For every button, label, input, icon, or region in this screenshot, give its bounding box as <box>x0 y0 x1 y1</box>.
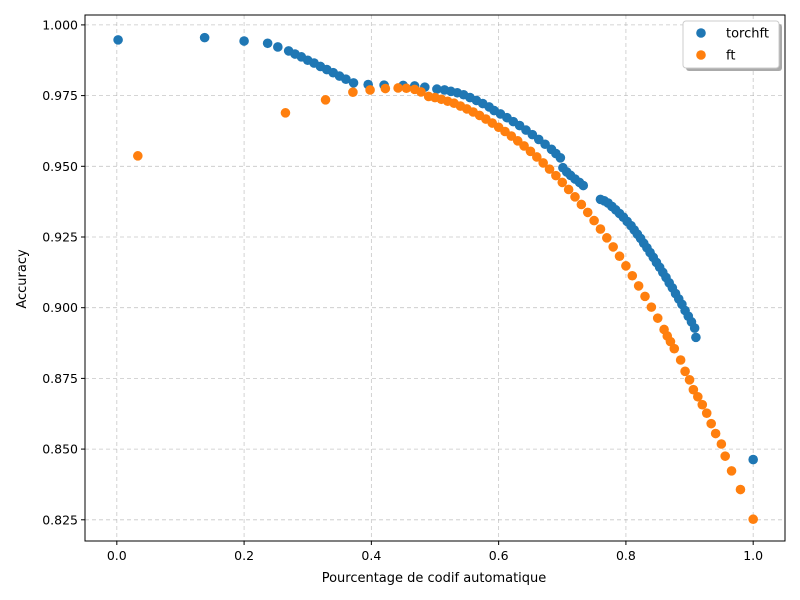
point-ft-43 <box>633 281 644 291</box>
point-ft-30 <box>551 170 561 181</box>
y-axis-label: Accuracy <box>15 249 30 309</box>
axes: 0.0 0.2 0.4 0.6 0.8 1.0 0.825 0.850 0.875 0.900 0.… <box>42 14 786 563</box>
y-tick-label-0: 0.825 <box>42 512 78 527</box>
point-ft-61 <box>720 451 730 461</box>
point-ft-62 <box>726 466 737 476</box>
x-tick-label-4: 0.8 <box>616 548 636 563</box>
point-torchft-4 <box>273 42 283 52</box>
point-ft-26 <box>525 146 536 157</box>
y-tick-label-4: 0.925 <box>42 229 78 244</box>
point-ft-53 <box>684 375 695 385</box>
point-ft-1 <box>280 108 291 118</box>
legend-marker-torchft <box>696 28 706 38</box>
point-ft-6 <box>393 83 403 93</box>
point-ft-46 <box>652 313 663 323</box>
x-tick-label-2: 0.4 <box>361 548 381 563</box>
point-ft-40 <box>614 251 625 262</box>
x-tick-label-5: 1.0 <box>743 548 763 563</box>
point-ft-63 <box>735 484 746 495</box>
point-ft-2 <box>320 95 331 105</box>
point-ft-39 <box>608 242 618 252</box>
legend-label-ft: ft <box>726 49 735 64</box>
point-ft-52 <box>680 366 690 377</box>
point-ft-36 <box>589 215 599 226</box>
point-ft-55 <box>693 391 703 402</box>
data-points <box>113 32 758 525</box>
y-tick-label-6: 0.975 <box>42 88 78 103</box>
point-torchft-78 <box>748 454 758 465</box>
point-ft-50 <box>669 343 680 354</box>
point-ft-56 <box>697 399 708 410</box>
point-torchft-47 <box>578 180 589 191</box>
point-ft-37 <box>595 224 606 234</box>
point-ft-33 <box>570 192 580 202</box>
point-ft-28 <box>538 158 548 168</box>
point-ft-35 <box>582 207 593 218</box>
y-tick-label-1: 0.850 <box>42 442 78 457</box>
point-ft-49 <box>665 336 676 347</box>
point-ft-44 <box>640 291 650 302</box>
point-ft-29 <box>544 164 555 174</box>
point-ft-57 <box>701 408 712 418</box>
point-ft-31 <box>557 177 568 188</box>
point-ft-45 <box>646 302 657 312</box>
point-ft-0 <box>133 151 143 161</box>
point-ft-32 <box>563 184 574 195</box>
x-tick-label-0: 0.0 <box>107 548 127 563</box>
y-tick-label-5: 0.950 <box>42 159 78 174</box>
point-ft-58 <box>706 418 716 429</box>
x-tick-label-3: 0.6 <box>489 548 509 563</box>
legend-frame <box>682 20 780 69</box>
point-torchft-41 <box>555 153 566 163</box>
point-ft-4 <box>365 85 375 95</box>
y-tick-label-7: 1.000 <box>42 17 78 32</box>
legend-marker-ft <box>696 50 706 60</box>
point-torchft-14 <box>341 74 351 84</box>
point-torchft-21 <box>432 84 442 94</box>
y-tick-label-2: 0.875 <box>42 371 78 386</box>
point-ft-64 <box>748 514 758 525</box>
point-torchft-77 <box>691 332 701 343</box>
point-torchft-76 <box>689 323 700 333</box>
point-ft-54 <box>688 384 699 395</box>
point-torchft-3 <box>262 38 273 49</box>
point-ft-27 <box>532 152 542 162</box>
legend: torchft ft <box>682 20 782 71</box>
point-torchft-1 <box>199 32 210 43</box>
point-ft-38 <box>602 233 612 243</box>
point-ft-3 <box>348 87 358 98</box>
legend-label-torchft: torchft <box>726 27 769 42</box>
point-torchft-0 <box>113 35 123 45</box>
point-ft-34 <box>576 199 587 210</box>
point-ft-41 <box>621 261 631 271</box>
y-tick-label-3: 0.900 <box>42 300 78 315</box>
point-torchft-15 <box>348 78 359 88</box>
point-ft-9 <box>416 87 426 97</box>
x-tick-label-1: 0.2 <box>234 548 254 563</box>
point-ft-51 <box>675 355 686 365</box>
point-ft-7 <box>401 83 412 94</box>
point-ft-25 <box>519 141 529 151</box>
plot-frame <box>84 14 786 542</box>
x-axis-label: Pourcentage de codif automatique <box>322 571 547 586</box>
point-torchft-2 <box>239 36 249 46</box>
point-ft-5 <box>380 83 391 94</box>
point-ft-59 <box>710 428 721 439</box>
point-ft-42 <box>627 270 638 281</box>
point-ft-60 <box>716 439 727 449</box>
